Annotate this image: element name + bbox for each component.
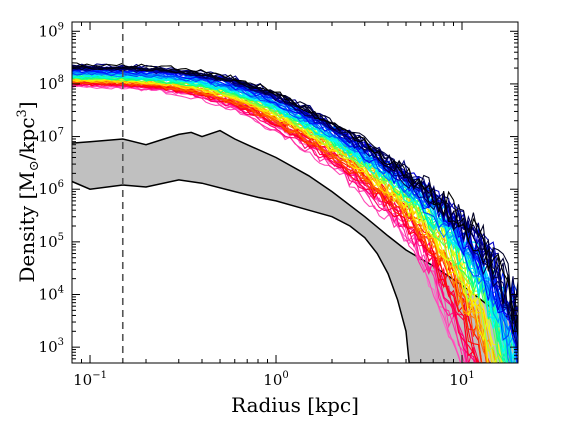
profile-line (72, 62, 518, 336)
profile-lines-layer (72, 62, 518, 363)
y-tick-label: 103 (39, 337, 64, 356)
shaded-band-upper-edge (72, 129, 518, 323)
y-tick-label: 104 (39, 285, 64, 304)
y-tick-label: 106 (39, 179, 64, 198)
x-tick-label: 101 (449, 370, 474, 389)
profile-line (72, 69, 518, 363)
y-tick-label: 109 (39, 21, 64, 40)
profile-line (72, 70, 518, 344)
x-tick-label: 10−1 (73, 370, 107, 389)
profile-line (72, 63, 518, 338)
y-axis-title: Density [M⊙/kpc3] (15, 101, 42, 282)
plot-frame (71, 21, 519, 364)
profile-line (72, 71, 518, 341)
x-axis-title: Radius [kpc] (231, 393, 359, 417)
axis-ticks: 10−1 100 101 103 104 105 106 107 108 109 (39, 21, 519, 389)
shaded-band-fill (72, 130, 518, 363)
y-tick-label: 105 (39, 232, 64, 251)
x-tick-label: 100 (263, 370, 288, 389)
profile-line (72, 65, 518, 334)
shaded-band-layer (72, 129, 518, 363)
y-tick-label: 107 (39, 127, 64, 146)
y-tick-label: 108 (39, 74, 64, 93)
shaded-band-lower-edge (72, 179, 518, 363)
